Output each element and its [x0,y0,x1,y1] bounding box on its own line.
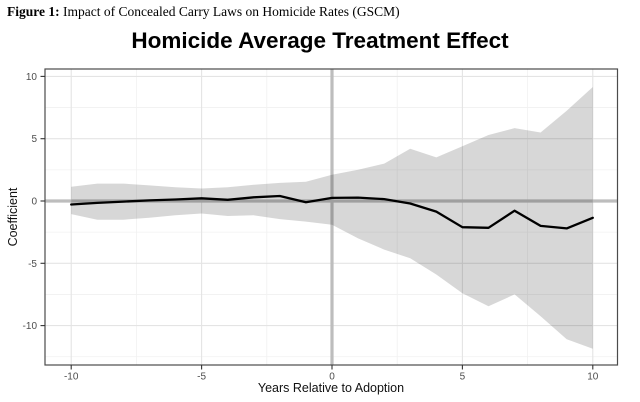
x-tick-label: -10 [64,372,79,383]
x-tick-label: 10 [587,372,599,383]
y-tick-label: -5 [28,259,37,270]
x-tick-label: -5 [197,372,206,383]
figure-caption-text: Impact of Concealed Carry Laws on Homici… [59,4,400,19]
chart-title: Homicide Average Treatment Effect [131,28,509,53]
figure-caption: Figure 1: Impact of Concealed Carry Laws… [7,4,400,20]
panel-border [44,68,619,366]
x-axis-ticks: -10 -5 0 5 10 [64,365,599,383]
y-axis-ticks: -10 -5 0 5 10 [23,72,45,332]
x-axis-title: Years Relative to Adoption [257,381,405,395]
y-tick-label: -10 [23,321,38,332]
y-tick-label: 10 [26,72,38,83]
x-tick-label: 0 [329,372,335,383]
confidence-band [71,87,593,349]
figure-caption-prefix: Figure 1: [7,4,60,19]
y-tick-label: 0 [31,197,37,208]
coefficient-line [70,194,594,230]
y-tick-label: 5 [31,134,37,145]
y-axis-title: Coefficient [6,187,20,247]
x-tick-label: 5 [460,372,466,383]
